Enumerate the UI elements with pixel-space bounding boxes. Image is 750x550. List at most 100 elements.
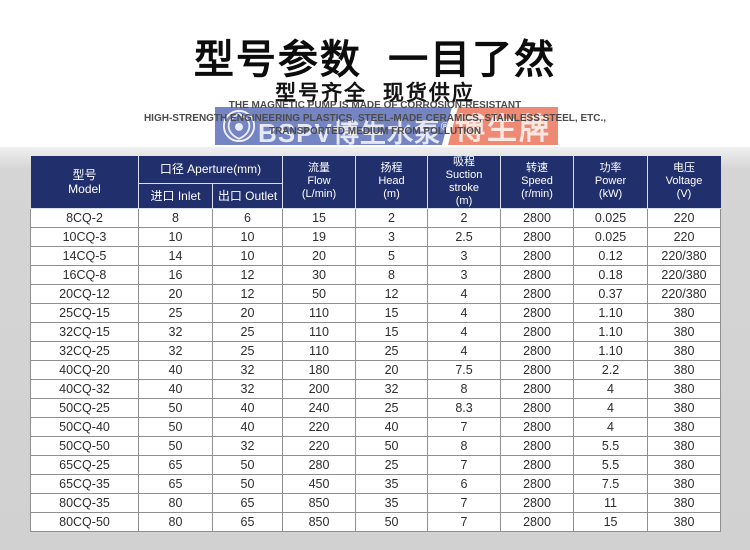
cell-outlet: 32 [211, 359, 284, 380]
marketing-line-1: THE MAGNETIC PUMP IS MADE OF CORROSION-R… [228, 100, 522, 111]
header-suction-en2: stroke [449, 181, 479, 194]
cell-suction-stroke: 6 [427, 473, 502, 494]
cell-power: 0.025 [573, 207, 649, 228]
column-header-outlet: 出口 Outlet [211, 182, 284, 209]
cell-outlet: 6 [211, 207, 284, 228]
cell-speed: 2800 [500, 397, 575, 418]
table-row: 32CQ-15 32 25 110 15 4 2800 1.10 380 [30, 321, 722, 342]
marketing-line-2: HIGH-STRENGTH ENGINEERING PLASTICS, STEE… [143, 113, 607, 124]
cell-head: 15 [355, 321, 429, 342]
cell-power: 0.18 [573, 264, 649, 285]
cell-inlet: 14 [138, 245, 213, 266]
cell-inlet: 40 [138, 359, 213, 380]
cell-suction-stroke: 3 [427, 245, 502, 266]
cell-head: 15 [355, 302, 429, 323]
table-row: 16CQ-8 16 12 30 8 3 2800 0.18 220/380 [30, 264, 722, 285]
column-header-speed: 转速 Speed (r/min) [500, 155, 575, 209]
cell-flow: 50 [282, 283, 357, 304]
cell-voltage: 380 [647, 435, 722, 456]
cell-suction-stroke: 2 [427, 207, 502, 228]
cell-speed: 2800 [500, 492, 575, 513]
cell-outlet: 65 [211, 511, 284, 532]
cell-suction-stroke: 2.5 [427, 226, 502, 247]
header-model-cn: 型号 [72, 167, 97, 182]
cell-inlet: 25 [138, 302, 213, 323]
cell-flow: 850 [282, 492, 357, 513]
cell-outlet: 50 [211, 454, 284, 475]
cell-suction-stroke: 4 [427, 321, 502, 342]
cell-head: 50 [355, 435, 429, 456]
cell-suction-stroke: 8 [427, 378, 502, 399]
cell-voltage: 220/380 [647, 264, 722, 285]
table-row: 65CQ-35 65 50 450 35 6 2800 7.5 380 [30, 473, 722, 494]
cell-power: 11 [573, 492, 649, 513]
header-power-cn: 功率 [599, 162, 622, 175]
header-speed-cn: 转速 [526, 162, 549, 175]
cell-voltage: 380 [647, 321, 722, 342]
header-suction-unit: (m) [455, 194, 473, 207]
cell-speed: 2800 [500, 283, 575, 304]
table-row: 40CQ-20 40 32 180 20 7.5 2800 2.2 380 [30, 359, 722, 380]
cell-voltage: 220 [647, 207, 722, 228]
cell-inlet: 80 [138, 492, 213, 513]
cell-head: 2 [355, 207, 429, 228]
cell-flow: 220 [282, 435, 357, 456]
cell-voltage: 220 [647, 226, 722, 247]
cell-inlet: 8 [138, 207, 213, 228]
cell-inlet: 16 [138, 264, 213, 285]
cell-speed: 2800 [500, 207, 575, 228]
cell-head: 12 [355, 283, 429, 304]
cell-model: 80CQ-50 [30, 511, 139, 532]
cell-speed: 2800 [500, 302, 575, 323]
table-row: 50CQ-25 50 40 240 25 8.3 2800 4 380 [30, 397, 722, 418]
cell-voltage: 380 [647, 359, 722, 380]
cell-speed: 2800 [500, 454, 575, 475]
cell-model: 40CQ-20 [30, 359, 139, 380]
cell-speed: 2800 [500, 245, 575, 266]
cell-inlet: 10 [138, 226, 213, 247]
cell-suction-stroke: 4 [427, 340, 502, 361]
cell-flow: 110 [282, 340, 357, 361]
cell-voltage: 380 [647, 340, 722, 361]
table-row: 50CQ-40 50 40 220 40 7 2800 4 380 [30, 416, 722, 437]
table-row: 80CQ-35 80 65 850 35 7 2800 11 380 [30, 492, 722, 513]
cell-flow: 280 [282, 454, 357, 475]
header-head-en: Head [378, 175, 405, 188]
marketing-line-3: TRANSPORTED MEDIUM FROM POLLUTION [268, 126, 482, 137]
cell-flow: 850 [282, 511, 357, 532]
cell-model: 50CQ-25 [30, 397, 139, 418]
cell-suction-stroke: 8 [427, 435, 502, 456]
table-row: 14CQ-5 14 10 20 5 3 2800 0.12 220/380 [30, 245, 722, 266]
cell-power: 5.5 [573, 454, 649, 475]
cell-inlet: 20 [138, 283, 213, 304]
cell-flow: 30 [282, 264, 357, 285]
cell-head: 25 [355, 340, 429, 361]
cell-power: 1.10 [573, 321, 649, 342]
cell-speed: 2800 [500, 264, 575, 285]
header-voltage-en: Voltage [665, 175, 703, 188]
cell-speed: 2800 [500, 359, 575, 380]
cell-power: 0.025 [573, 226, 649, 247]
cell-suction-stroke: 3 [427, 264, 502, 285]
cell-power: 15 [573, 511, 649, 532]
cell-head: 20 [355, 359, 429, 380]
cell-power: 0.12 [573, 245, 649, 266]
header-model-en: Model [68, 181, 101, 196]
cell-model: 65CQ-25 [30, 454, 139, 475]
cell-speed: 2800 [500, 378, 575, 399]
cell-inlet: 32 [138, 321, 213, 342]
cell-head: 35 [355, 492, 429, 513]
table-body: 8CQ-2 8 6 15 2 2 2800 0.025 220 10CQ-3 10 10 19 3 2.5 2… [30, 207, 722, 532]
cell-flow: 110 [282, 302, 357, 323]
cell-head: 25 [355, 397, 429, 418]
cell-voltage: 380 [647, 454, 722, 475]
cell-voltage: 380 [647, 397, 722, 418]
cell-voltage: 380 [647, 492, 722, 513]
cell-model: 25CQ-15 [30, 302, 139, 323]
cell-outlet: 25 [211, 340, 284, 361]
cell-outlet: 10 [211, 245, 284, 266]
column-header-model: 型号 Model [30, 155, 139, 209]
cell-suction-stroke: 7 [427, 416, 502, 437]
registered-trademark-symbol: ® [440, 121, 450, 133]
cell-outlet: 20 [211, 302, 284, 323]
